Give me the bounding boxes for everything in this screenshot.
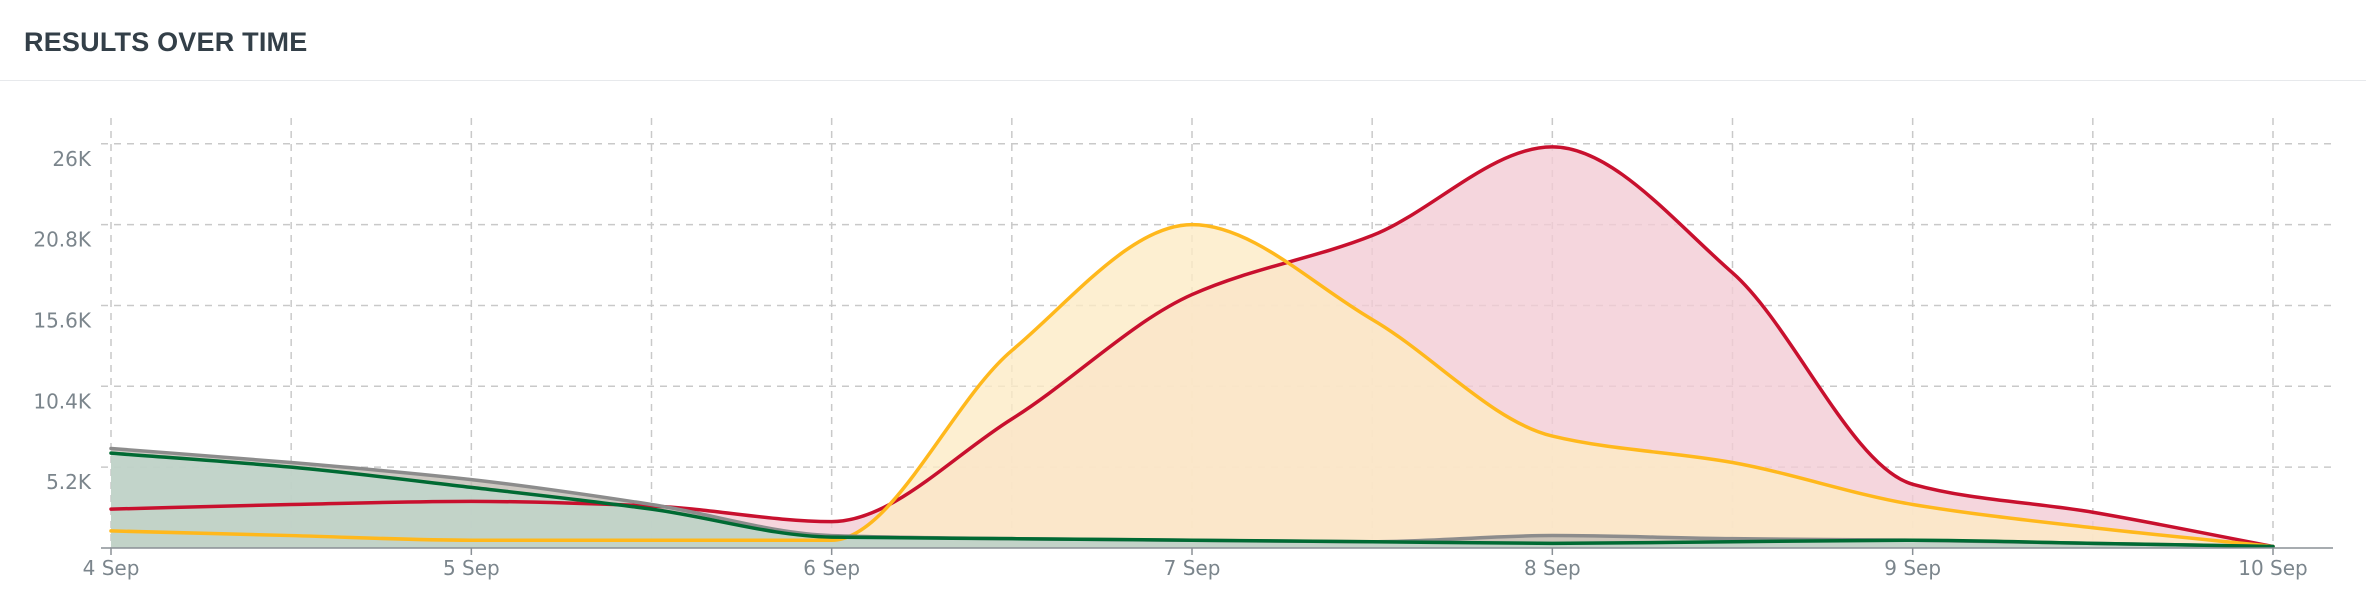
- y-tick-label: 10.4K: [33, 389, 92, 413]
- panel-header: RESULTS OVER TIME: [0, 0, 2366, 81]
- y-tick-label: 15.6K: [33, 308, 92, 332]
- series-area-1: [111, 224, 2273, 548]
- x-tick-label: 10 Sep: [2238, 556, 2308, 580]
- series-area-3: [111, 453, 2273, 548]
- y-tick-label: 5.2K: [46, 470, 92, 494]
- series-lines: [109, 145, 2275, 549]
- series-line-3: [109, 451, 2275, 549]
- x-tick-label: 8 Sep: [1524, 556, 1581, 580]
- y-tick-label: 20.8K: [33, 228, 92, 252]
- x-tick-label: 5 Sep: [443, 556, 500, 580]
- x-tick-label: 4 Sep: [83, 556, 140, 580]
- x-tick-label: 9 Sep: [1884, 556, 1941, 580]
- x-tick-label: 6 Sep: [803, 556, 860, 580]
- grid: [101, 118, 2333, 548]
- panel-title: RESULTS OVER TIME: [24, 27, 308, 57]
- y-tick-label: 26K: [52, 147, 91, 171]
- x-tick-label: 7 Sep: [1164, 556, 1221, 580]
- series-line-1: [109, 222, 2275, 549]
- series-areas: [111, 146, 2273, 548]
- series-line-0: [109, 145, 2275, 549]
- axes: 5.2K 10.4K 15.6K 20.8K 26K 4 Sep 5 Sep 6 Sep 7 S…: [33, 147, 2333, 580]
